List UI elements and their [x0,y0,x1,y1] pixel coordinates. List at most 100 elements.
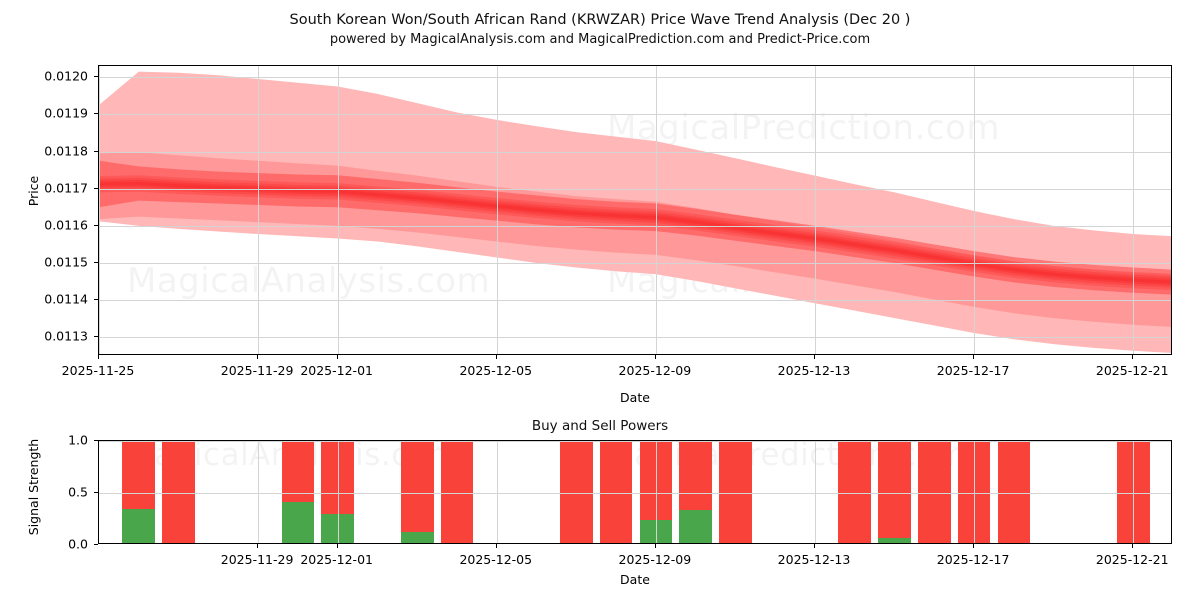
powers-ytick-label: 1.0 [68,432,88,448]
buy-power-segment [122,508,156,543]
price-ytick [94,336,98,338]
sell-power-segment [560,441,593,543]
price-xtick [973,355,975,359]
price-chart-ylabel: Price [26,175,41,207]
sell-power-segment [162,441,195,543]
price-gridline-h [99,225,1171,227]
price-gridline-h [99,151,1171,153]
price-xtick [257,355,259,359]
sell-power-segment [878,441,911,543]
price-ytick [94,299,98,301]
power-bar [957,441,991,543]
powers-ytick-label: 0.0 [68,536,88,552]
price-xtick [814,355,815,359]
powers-xtick-label: 2025-12-09 [618,552,692,567]
powers-xtick [336,544,338,548]
price-ytick [94,150,98,152]
price-xtick-label: 2025-12-13 [777,363,851,378]
price-xtick [98,355,99,359]
powers-gridline-v [258,441,260,543]
power-bar [878,441,911,543]
figure-title: South Korean Won/South African Rand (KRW… [289,12,911,28]
price-ytick-label: 0.0118 [44,143,88,158]
price-gridline-h [99,337,1171,339]
price-gridline-h [99,77,1171,79]
price-xtick-label: 2025-12-01 [300,363,373,378]
price-gridline-v [99,66,100,354]
powers-chart-xlabel: Date [620,572,650,587]
price-ytick-label: 0.0119 [44,105,88,121]
powers-xtick [257,544,259,548]
sell-power-segment [719,441,752,543]
price-xtick [1132,355,1134,359]
price-ytick-label: 0.0116 [44,217,88,233]
price-wave-plot-area: MagicalAnalysis.com MagicalPrediction.co… [98,65,1172,355]
sell-power-segment [997,441,1031,543]
price-gridline-v [258,66,260,354]
powers-chart-title: Buy and Sell Powers [531,418,669,434]
power-bar [400,441,434,543]
price-gridline-v [655,66,657,354]
sell-power-segment [400,441,434,543]
price-ytick [94,113,98,115]
price-xtick [336,355,338,359]
sell-power-segment [838,441,872,543]
power-bar [599,441,633,543]
price-gridline-v [815,66,816,354]
price-gridline-v [337,66,339,354]
price-xtick [654,355,656,359]
powers-xtick [973,544,975,548]
power-bar [838,441,872,543]
price-ytick-label: 0.0115 [44,254,88,270]
price-ytick-label: 0.0113 [44,328,88,344]
price-gridline-v [1133,66,1135,354]
powers-gridline-v [1133,441,1135,543]
price-ytick [94,187,98,189]
power-bar [719,441,752,543]
price-gridline-h [99,188,1171,190]
price-ytick [94,76,98,78]
price-ytick-label: 0.0117 [44,180,88,196]
price-ytick [94,224,98,226]
power-bar [122,441,156,543]
powers-gridline-h [99,441,1171,442]
powers-ytick [94,440,98,441]
sell-power-segment [957,441,991,543]
power-bar [997,441,1031,543]
price-gridline-h [99,300,1171,302]
price-xtick [495,355,497,359]
power-bar [440,441,474,543]
powers-xtick-label: 2025-12-21 [1095,552,1169,567]
buy-power-segment [878,537,911,543]
price-gridline-h [99,263,1171,265]
price-wave-bands [99,71,1171,353]
power-bar [1116,441,1150,543]
bars-layer [99,441,1171,543]
buy-sell-powers-plot-area: MagicalAnalysis.com MagicalPrediction.co… [98,440,1172,544]
price-xtick-label: 2025-12-05 [459,363,533,378]
powers-gridline-v [974,441,976,543]
buy-power-segment [679,509,712,543]
sell-power-segment [599,441,633,543]
powers-gridline-v [815,441,816,543]
price-ytick-label: 0.0120 [44,68,88,84]
sell-power-segment [440,441,474,543]
power-bar [321,441,354,543]
powers-ytick [94,492,98,493]
powers-xtick-label: 2025-12-05 [459,552,533,567]
buy-power-segment [400,531,434,543]
power-bar [162,441,195,543]
powers-xtick-label: 2025-12-13 [777,552,851,567]
buy-power-segment [321,513,354,543]
price-gridline-v [974,66,976,354]
price-ytick [94,262,98,264]
price-xtick-label: 2025-11-25 [61,363,135,378]
powers-ytick [94,544,98,545]
price-xtick-label: 2025-12-17 [936,363,1010,378]
powers-gridline-v [337,441,339,543]
buy-power-segment [281,502,315,543]
powers-xtick-label: 2025-11-29 [220,552,294,567]
price-ytick-label: 0.0114 [44,291,88,307]
powers-xtick-label: 2025-12-17 [936,552,1010,567]
